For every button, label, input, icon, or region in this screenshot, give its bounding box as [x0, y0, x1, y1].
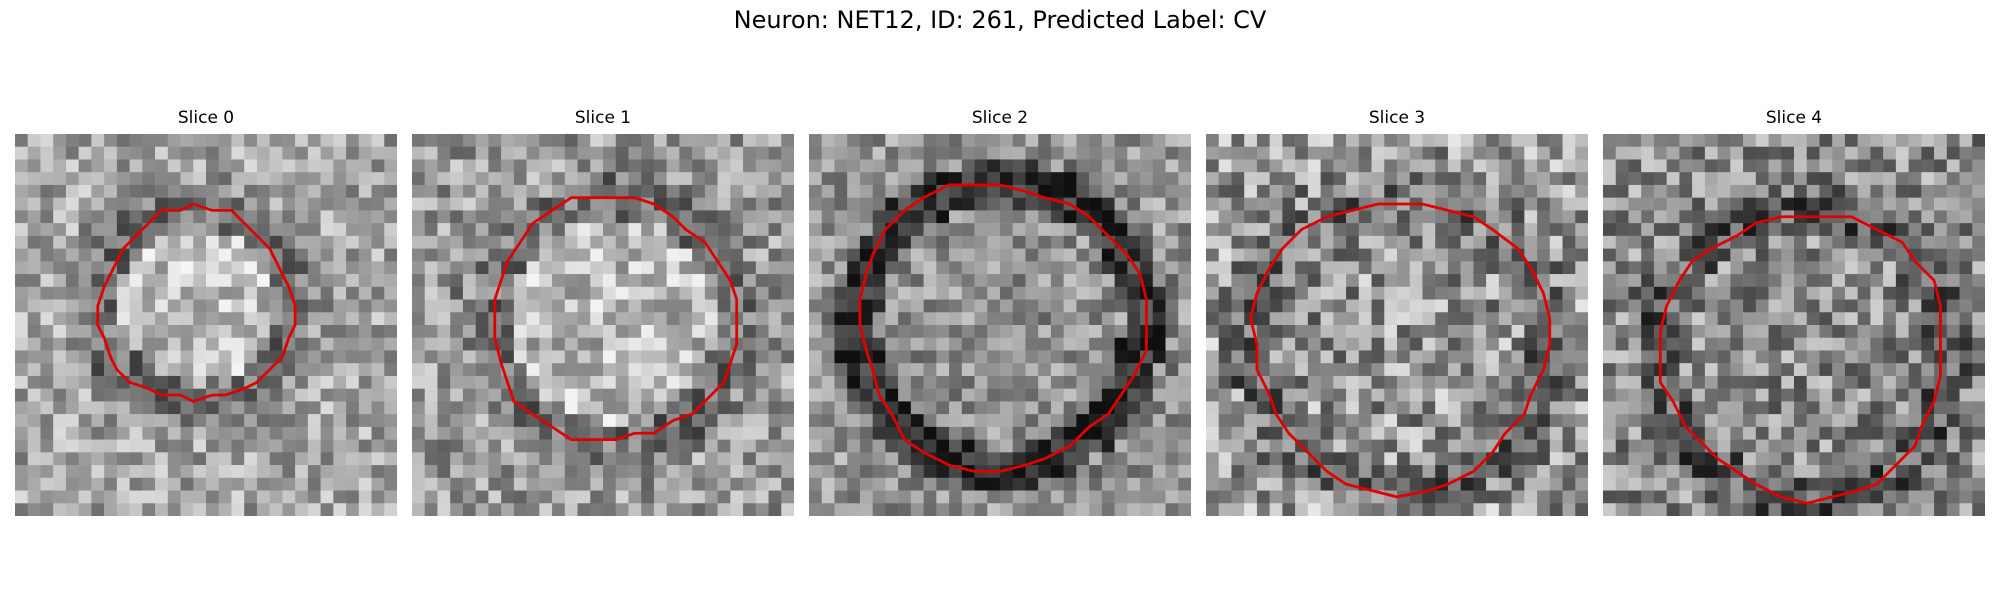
panel-title-slice-4: Slice 4: [1765, 108, 1823, 128]
roi-contour: [858, 183, 1148, 473]
panel-slice-3: [1206, 134, 1588, 516]
roi-contour: [1249, 202, 1552, 499]
slice-4-image: [1603, 134, 1985, 516]
panel-slice-2: [809, 134, 1191, 516]
roi-contour: [96, 202, 297, 403]
panel-title-slice-2: Slice 2: [971, 108, 1029, 128]
slice-1-image: [412, 134, 794, 516]
roi-contour: [1658, 215, 1942, 505]
slice-3-image: [1206, 134, 1588, 516]
panel-slice-0: [15, 134, 397, 516]
panel-title-slice-3: Slice 3: [1368, 108, 1426, 128]
roi-contour: [493, 196, 739, 442]
panel-slice-1: [412, 134, 794, 516]
panel-title-slice-1: Slice 1: [574, 108, 632, 128]
panel-title-slice-0: Slice 0: [177, 108, 235, 128]
slice-0-image: [15, 134, 397, 516]
slice-2-image: [809, 134, 1191, 516]
figure-title: Neuron: NET12, ID: 261, Predicted Label:…: [733, 6, 1267, 34]
panel-slice-4: [1603, 134, 1985, 516]
